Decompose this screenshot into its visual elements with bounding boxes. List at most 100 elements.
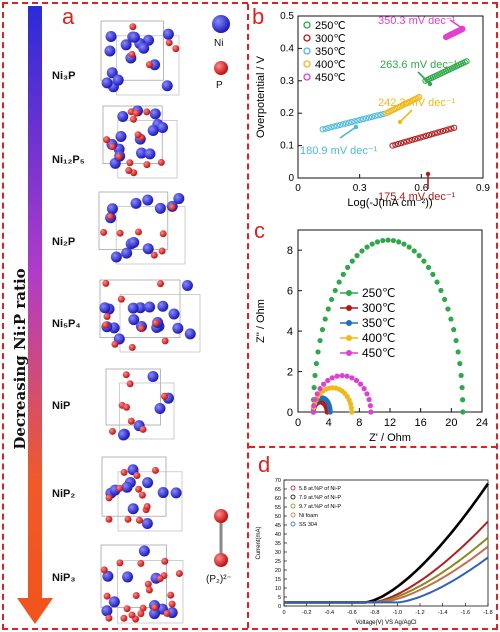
ni-atom <box>130 197 142 209</box>
tafel-x-tick-label: 0.6 <box>414 183 428 194</box>
tafel-point <box>451 124 458 131</box>
formula-ni5p4: Ni₅P₄ <box>52 318 81 330</box>
tafel-point <box>400 139 407 146</box>
p-legend-label: P <box>216 80 223 91</box>
tafel-point <box>363 115 370 122</box>
nyquist-point <box>438 287 444 294</box>
nyquist-point <box>441 296 448 303</box>
unit-cell-front-face <box>101 456 167 517</box>
p-atom <box>163 609 171 617</box>
ni-atom <box>117 429 129 441</box>
unit-cell-front-face <box>98 191 169 250</box>
nyquist-legend-label: 250℃ <box>362 286 396 300</box>
p-atom <box>168 203 176 211</box>
p-atom <box>161 557 169 565</box>
tafel-y-tick-label: 0.3 <box>280 76 294 87</box>
tafel-annotation-arrow <box>449 19 463 29</box>
tafel-point <box>360 115 367 123</box>
lsv-y-tick-label: 60 <box>275 496 281 502</box>
p-atom <box>143 161 151 169</box>
panel-d-letter: d <box>258 452 271 477</box>
ni-atom <box>141 517 153 529</box>
ni-atom <box>181 280 193 292</box>
tafel-y-tick-label: 0.1 <box>280 141 294 152</box>
p-atom <box>138 491 146 499</box>
nyquist-point <box>406 244 412 250</box>
tafel-point <box>463 58 470 65</box>
nyquist-point <box>311 384 317 391</box>
lsv-y-tick-label: 25 <box>275 559 281 565</box>
lsv-x-tick-label: -0.4 <box>325 610 334 616</box>
p-atom <box>139 425 147 433</box>
ni-atom <box>168 308 180 320</box>
nyquist-point <box>313 360 319 367</box>
nyquist-point <box>340 271 346 277</box>
tafel-point <box>365 114 373 121</box>
nyquist-legend-label: 400℃ <box>362 331 396 345</box>
lsv-y-tick-label: 5 <box>278 595 281 601</box>
p-atom <box>129 115 137 123</box>
nyquist-x-tick-label: 20 <box>445 417 457 429</box>
tafel-legend-marker <box>303 73 311 81</box>
crystal-structures <box>98 15 230 624</box>
ni-atom <box>173 193 185 205</box>
ni-legend-ball <box>212 15 230 33</box>
tafel-legend-label: 400℃ <box>315 59 346 71</box>
p-atom <box>161 337 169 345</box>
tafel-point <box>445 126 452 133</box>
nyquist-point <box>453 337 459 344</box>
tafel-legend-label: 450℃ <box>315 72 346 84</box>
p-atom <box>125 166 133 174</box>
ni-atom <box>108 596 120 608</box>
lsv-legend-marker <box>290 512 296 518</box>
ni-atom <box>121 247 133 259</box>
nyquist-point <box>348 405 354 411</box>
nyquist-point <box>416 253 422 259</box>
p-atom <box>135 516 143 524</box>
unit-cell-front-face <box>105 368 161 426</box>
nyquist-legend-marker <box>346 320 352 326</box>
nyquist-point <box>327 409 333 415</box>
tafel-point <box>345 119 352 126</box>
ni-atom <box>143 34 155 46</box>
nyquist-legend-marker <box>346 335 352 341</box>
p-atom <box>129 23 137 31</box>
ni-atom <box>147 124 159 136</box>
tafel-point <box>371 113 378 120</box>
nyquist-series-4 <box>310 373 374 415</box>
nyquist-point <box>401 241 407 247</box>
p-atom <box>137 610 145 618</box>
nyquist-point <box>457 360 463 367</box>
lsv-x-tick-label: -1.4 <box>438 610 447 616</box>
p-atom <box>122 371 130 379</box>
lsv-legend-marker <box>290 503 296 509</box>
tafel-point <box>334 122 341 129</box>
tafel-point <box>368 113 376 120</box>
nyquist-point <box>354 253 360 259</box>
p-atom <box>137 559 145 567</box>
panel-divider-vertical <box>247 4 249 628</box>
p-atom <box>102 279 110 287</box>
ni-atom <box>105 30 117 42</box>
tafel-plot-area <box>297 15 484 179</box>
p-atom <box>126 159 134 167</box>
tafel-point <box>448 125 455 132</box>
lsv-legend-label: SS 304 <box>299 522 317 528</box>
nyquist-point <box>359 248 365 254</box>
lsv-legend-marker <box>290 485 296 491</box>
formula-nip2: NiP₂ <box>52 488 76 500</box>
ni-atom <box>112 74 124 86</box>
nyquist-x-axis-label: Z' / Ohm <box>369 432 411 444</box>
lsv-y-tick-label: 35 <box>275 541 281 547</box>
ni-atom <box>128 236 140 248</box>
ni-atom <box>147 371 159 383</box>
tafel-x-axis-label: Log(-J(mA cm⁻²)) <box>347 197 432 209</box>
ni-atom <box>149 108 161 120</box>
tafel-annotation-arrowhead <box>427 81 433 87</box>
p-atom <box>106 213 114 221</box>
nyquist-point <box>336 279 342 285</box>
nyquist-y-tick-label: 8 <box>287 245 293 257</box>
tafel-point <box>434 129 441 136</box>
tafel-legend-marker <box>303 60 311 68</box>
p-atom <box>105 494 113 502</box>
